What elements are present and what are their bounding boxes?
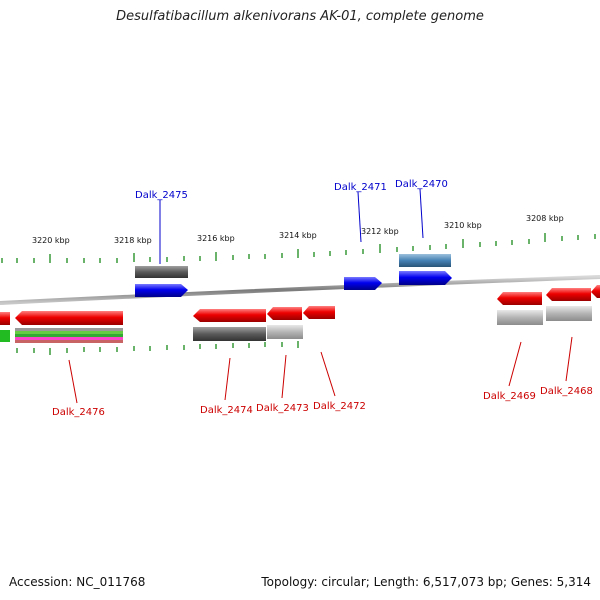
cds-reverse[interactable] xyxy=(303,306,335,319)
page-title: Desulfatibacillum alkenivorans AK-01, co… xyxy=(116,9,484,24)
gene-label[interactable]: Dalk_2475 xyxy=(135,190,188,201)
gene-label[interactable]: Dalk_2472 xyxy=(313,401,366,412)
cds-reverse[interactable] xyxy=(546,288,591,301)
gene-label[interactable]: Dalk_2476 xyxy=(52,407,105,418)
topology-label: Topology: circular; Length: 6,517,073 bp… xyxy=(261,575,591,589)
lower-tick-ring xyxy=(16,341,299,355)
cds-reverse[interactable] xyxy=(193,309,266,322)
feature-gray[interactable] xyxy=(193,327,266,341)
gene-label[interactable]: Dalk_2473 xyxy=(256,403,309,414)
feature-multicolor[interactable] xyxy=(15,328,123,331)
upper-tick-ring xyxy=(1,233,596,263)
feature-gray[interactable] xyxy=(135,266,188,278)
top-strand-features xyxy=(135,254,452,297)
cds-reverse[interactable] xyxy=(591,285,600,298)
feature-lightgray[interactable] xyxy=(267,325,303,339)
cds-reverse[interactable] xyxy=(15,311,123,325)
feature-green[interactable] xyxy=(0,330,10,342)
genome-backbone xyxy=(0,275,600,305)
scale-label: 3208 kbp xyxy=(526,214,564,223)
cds-reverse[interactable] xyxy=(0,312,10,325)
cds-forward[interactable] xyxy=(344,277,382,290)
feature-lightgray[interactable] xyxy=(497,310,543,325)
feature-multicolor[interactable] xyxy=(15,334,123,337)
scale-label: 3212 kbp xyxy=(361,227,399,236)
feature-multicolor[interactable] xyxy=(15,337,123,340)
scale-label: 3216 kbp xyxy=(197,234,235,243)
accession-label: Accession: NC_011768 xyxy=(9,575,146,589)
label-leaders xyxy=(68,188,573,404)
feature-steelblue[interactable] xyxy=(399,254,451,267)
scale-label: 3210 kbp xyxy=(444,221,482,230)
gene-label[interactable]: Dalk_2471 xyxy=(334,182,387,193)
feature-multicolor[interactable] xyxy=(15,331,123,334)
feature-lightgray[interactable] xyxy=(546,306,592,321)
cds-forward[interactable] xyxy=(135,284,188,297)
gene-label[interactable]: Dalk_2469 xyxy=(483,391,536,402)
cds-forward[interactable] xyxy=(399,271,452,285)
scale-label: 3220 kbp xyxy=(32,236,70,245)
scale-label: 3214 kbp xyxy=(279,231,317,240)
cds-reverse[interactable] xyxy=(497,292,542,305)
feature-multicolor[interactable] xyxy=(15,340,123,343)
cds-reverse[interactable] xyxy=(267,307,302,320)
scale-label: 3218 kbp xyxy=(114,236,152,245)
gene-label[interactable]: Dalk_2468 xyxy=(540,386,593,397)
gene-label[interactable]: Dalk_2474 xyxy=(200,405,253,416)
gene-label[interactable]: Dalk_2470 xyxy=(395,179,448,190)
bottom-strand-features xyxy=(0,285,600,343)
